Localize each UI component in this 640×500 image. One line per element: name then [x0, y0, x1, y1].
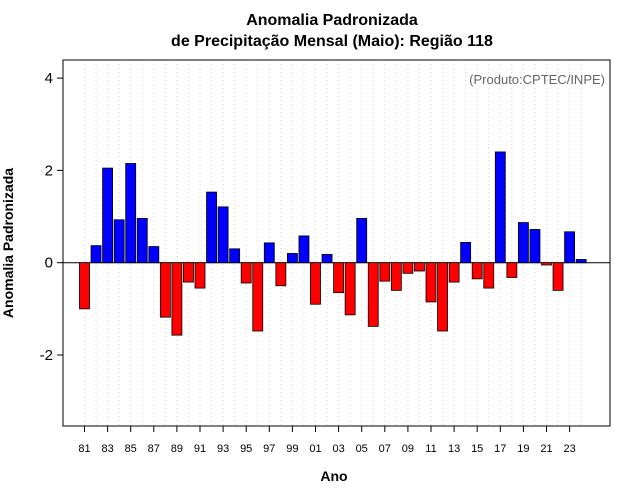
x-tick-label: 15 [471, 443, 483, 455]
chart-title: Anomalia Padronizada [246, 12, 418, 29]
bar-18 [506, 262, 518, 278]
x-tick-label: 83 [101, 443, 113, 455]
bar-87 [148, 246, 160, 264]
x-tick-label: 87 [148, 443, 160, 455]
bar-17 [494, 151, 506, 264]
y-tick-label: 4 [45, 70, 53, 87]
x-tick-label: 95 [240, 443, 252, 455]
x-tick-label: 05 [356, 443, 368, 455]
x-tick-label: 89 [171, 443, 183, 455]
x-tick-label: 19 [517, 443, 529, 455]
bar-09 [402, 262, 414, 274]
x-tick-label: 81 [78, 443, 90, 455]
bar-12 [437, 262, 448, 332]
bar-14 [460, 241, 472, 264]
bar-01 [310, 262, 321, 305]
bar-81 [79, 262, 90, 310]
y-tick-label: 0 [45, 255, 53, 272]
bar-24 [575, 259, 587, 264]
x-tick-label: 03 [332, 443, 344, 455]
y-tick-label: 2 [45, 162, 53, 179]
bar-98 [275, 262, 287, 287]
source-annotation: (Produto:CPTEC/INPE) [469, 72, 605, 87]
bar-19 [518, 222, 529, 264]
bar-05 [356, 217, 368, 264]
x-tick-label: 17 [494, 443, 506, 455]
bar-91 [194, 262, 206, 289]
gridlines [84, 60, 582, 426]
y-axis-label: Anomalia Padronizada [0, 168, 16, 318]
x-tick-label: 93 [217, 443, 229, 455]
x-tick-label: 07 [379, 443, 391, 455]
bar-97 [263, 242, 275, 264]
bar-92 [206, 191, 217, 264]
plot-frame [62, 59, 611, 427]
bar-16 [483, 262, 495, 289]
x-tick-label: 23 [563, 443, 575, 455]
x-axis: 81 83 85 87 89 91 93 95 97 99 01 03 05 07 09 11 13 15 17 19… [78, 426, 576, 455]
bar-02 [321, 253, 333, 264]
y-axis: -2 0 2 4 [40, 70, 63, 364]
x-axis-label: Ano [320, 468, 347, 484]
x-tick-label: 09 [402, 443, 414, 455]
bar-86 [136, 217, 148, 264]
bar-23 [564, 231, 575, 264]
bar-93 [217, 206, 229, 264]
bar-07 [379, 262, 391, 282]
bar-20 [529, 229, 541, 264]
chart-subtitle: de Precipitação Mensal (Maio): Região 11… [171, 33, 493, 50]
bar-08 [390, 262, 402, 291]
bar-94 [229, 248, 241, 264]
x-tick-label: 97 [263, 443, 275, 455]
bar-89 [171, 262, 183, 336]
bar-00 [298, 235, 310, 264]
bar-10 [414, 262, 425, 272]
bar-06 [367, 262, 379, 327]
bar-15 [471, 262, 483, 280]
bar-83 [102, 167, 113, 264]
bar-99 [286, 253, 298, 264]
bar-11 [425, 262, 437, 303]
x-tick-label: 91 [194, 443, 206, 455]
bar-13 [448, 262, 460, 283]
bar-04 [344, 262, 356, 316]
x-tick-label: 21 [540, 443, 552, 455]
bars [79, 151, 587, 336]
bar-22 [552, 262, 564, 291]
bar-95 [240, 262, 252, 284]
x-tick-label: 01 [309, 443, 321, 455]
bar-85 [125, 163, 137, 264]
bar-96 [252, 262, 264, 332]
bar-82 [90, 245, 102, 264]
bar-90 [183, 262, 194, 283]
x-tick-label: 11 [425, 443, 436, 455]
bar-21 [541, 262, 552, 266]
bar-84 [113, 219, 125, 264]
x-tick-label: 85 [125, 443, 137, 455]
x-tick-label: 99 [286, 443, 298, 455]
bar-88 [159, 262, 171, 318]
y-tick-label: -2 [40, 347, 53, 364]
x-tick-label: 13 [448, 443, 460, 455]
bar-03 [333, 262, 345, 294]
